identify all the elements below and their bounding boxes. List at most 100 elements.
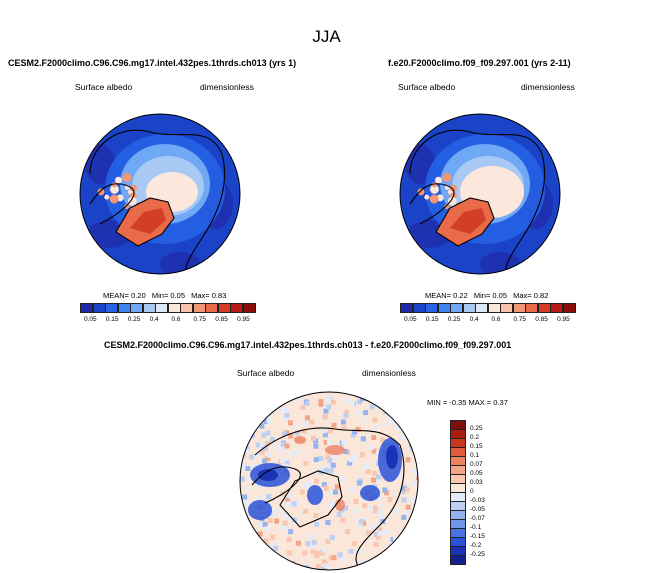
archipelago-patch — [129, 184, 137, 192]
diff-cell — [357, 399, 363, 405]
diff-cell — [248, 561, 254, 567]
coastline — [115, 197, 175, 247]
panel2-stats: MEAN= 0.22 Min= 0.05 Max= 0.82 — [425, 291, 548, 300]
diff-cell — [257, 522, 263, 528]
diff-cell — [304, 400, 310, 406]
diff-cell — [285, 514, 291, 520]
colorbar-swatch — [400, 303, 413, 313]
diff-cell — [256, 495, 262, 501]
diff-cell — [404, 487, 410, 493]
archipelago-patch — [109, 194, 119, 204]
diff-cell — [341, 556, 347, 562]
diff-cell — [411, 535, 417, 541]
panel2-min-value: 0.05 — [492, 291, 508, 300]
diff-cell — [337, 552, 343, 558]
coastline — [435, 197, 495, 247]
diff-cell — [305, 541, 311, 547]
diff-cell — [353, 508, 359, 514]
colorbar-tick-label: -0.03 — [470, 497, 485, 504]
colorbar-tick-label: 0.75 — [193, 316, 207, 323]
colorbar-swatch — [475, 303, 488, 313]
diff-cell — [416, 508, 418, 514]
diff-cell — [240, 476, 246, 482]
diff-cell — [259, 441, 265, 447]
colorbar-tick-label: 0.25 — [127, 316, 141, 323]
diff-cell — [286, 392, 292, 394]
diff-cell — [372, 417, 378, 423]
diff-cell — [352, 429, 358, 435]
diff-cell — [403, 403, 409, 409]
diff-cell — [378, 557, 384, 563]
diff-cell — [270, 534, 276, 540]
diff-cell — [411, 429, 417, 435]
colorbar-swatch — [412, 303, 426, 313]
diff-cell — [253, 550, 259, 556]
diff-cell — [286, 493, 292, 499]
diff-cell — [242, 534, 248, 540]
diff-cell — [313, 443, 319, 449]
coastline — [409, 183, 455, 225]
diff-cell — [415, 507, 418, 513]
colorbar-tick-label: -0.1 — [470, 524, 482, 531]
diff-cell — [339, 476, 345, 482]
diff-cell — [374, 558, 380, 564]
diff-cell — [321, 428, 327, 434]
diff-cell — [409, 385, 414, 390]
diff-cell — [294, 392, 300, 396]
diff-cell — [256, 482, 262, 488]
diff-cell — [263, 538, 269, 544]
map-border — [239, 391, 419, 571]
diff-cell — [270, 386, 275, 391]
diff-cell — [266, 452, 272, 458]
diff-cell — [401, 535, 407, 541]
diff-cell — [249, 550, 255, 556]
diff-cell — [259, 423, 265, 429]
colorbar-tick-label: 0.6 — [491, 316, 501, 323]
diff-cell — [246, 392, 252, 397]
diff-cell — [369, 445, 375, 451]
colorbar-swatch — [167, 303, 181, 313]
diff-cell — [410, 481, 416, 487]
diff-cell — [241, 527, 247, 533]
diff-cell — [371, 435, 377, 441]
diff-cell — [253, 405, 259, 411]
archipelago-patch — [417, 188, 425, 196]
panel1-units: dimensionless — [200, 82, 254, 92]
diff-cell — [408, 535, 414, 541]
diff-cell — [303, 460, 309, 466]
diff-cell — [374, 397, 380, 403]
colorbar-tick-label: 0.25 — [470, 425, 483, 432]
diff-cell — [321, 547, 327, 553]
colorbar-tick-label: 0.05 — [404, 316, 417, 323]
diff-cell — [313, 438, 319, 444]
diff-cell — [367, 505, 373, 511]
diff-cell — [408, 496, 414, 502]
diff-cell — [280, 441, 286, 447]
diff-cell — [363, 392, 369, 396]
diff-cell — [366, 530, 372, 536]
diff-cell — [348, 549, 354, 555]
diff-cell — [323, 563, 329, 569]
diff-cell — [264, 415, 270, 421]
diff-cell — [259, 450, 265, 456]
diff-cell — [271, 511, 277, 517]
diff-cell — [244, 499, 250, 505]
panel2-min-label: Min= — [473, 291, 491, 300]
diff-cell — [325, 397, 331, 403]
diff-cell — [258, 558, 264, 564]
coastline — [254, 427, 401, 456]
diff-cell — [287, 420, 293, 426]
diff-cell — [301, 428, 307, 434]
diff-cell — [377, 526, 383, 532]
panel2-max-value: 0.82 — [533, 291, 549, 300]
diff-cell — [376, 509, 382, 515]
greenland-interior — [130, 208, 166, 234]
diff-cell — [284, 412, 290, 418]
negative-region — [248, 500, 272, 520]
diff-cell — [323, 408, 329, 414]
diff-cell — [262, 407, 268, 413]
panel2-max-label: Max= — [513, 291, 532, 300]
diff-cell — [271, 398, 277, 404]
diff-cell — [321, 566, 327, 570]
page-title: JJA — [312, 27, 341, 46]
